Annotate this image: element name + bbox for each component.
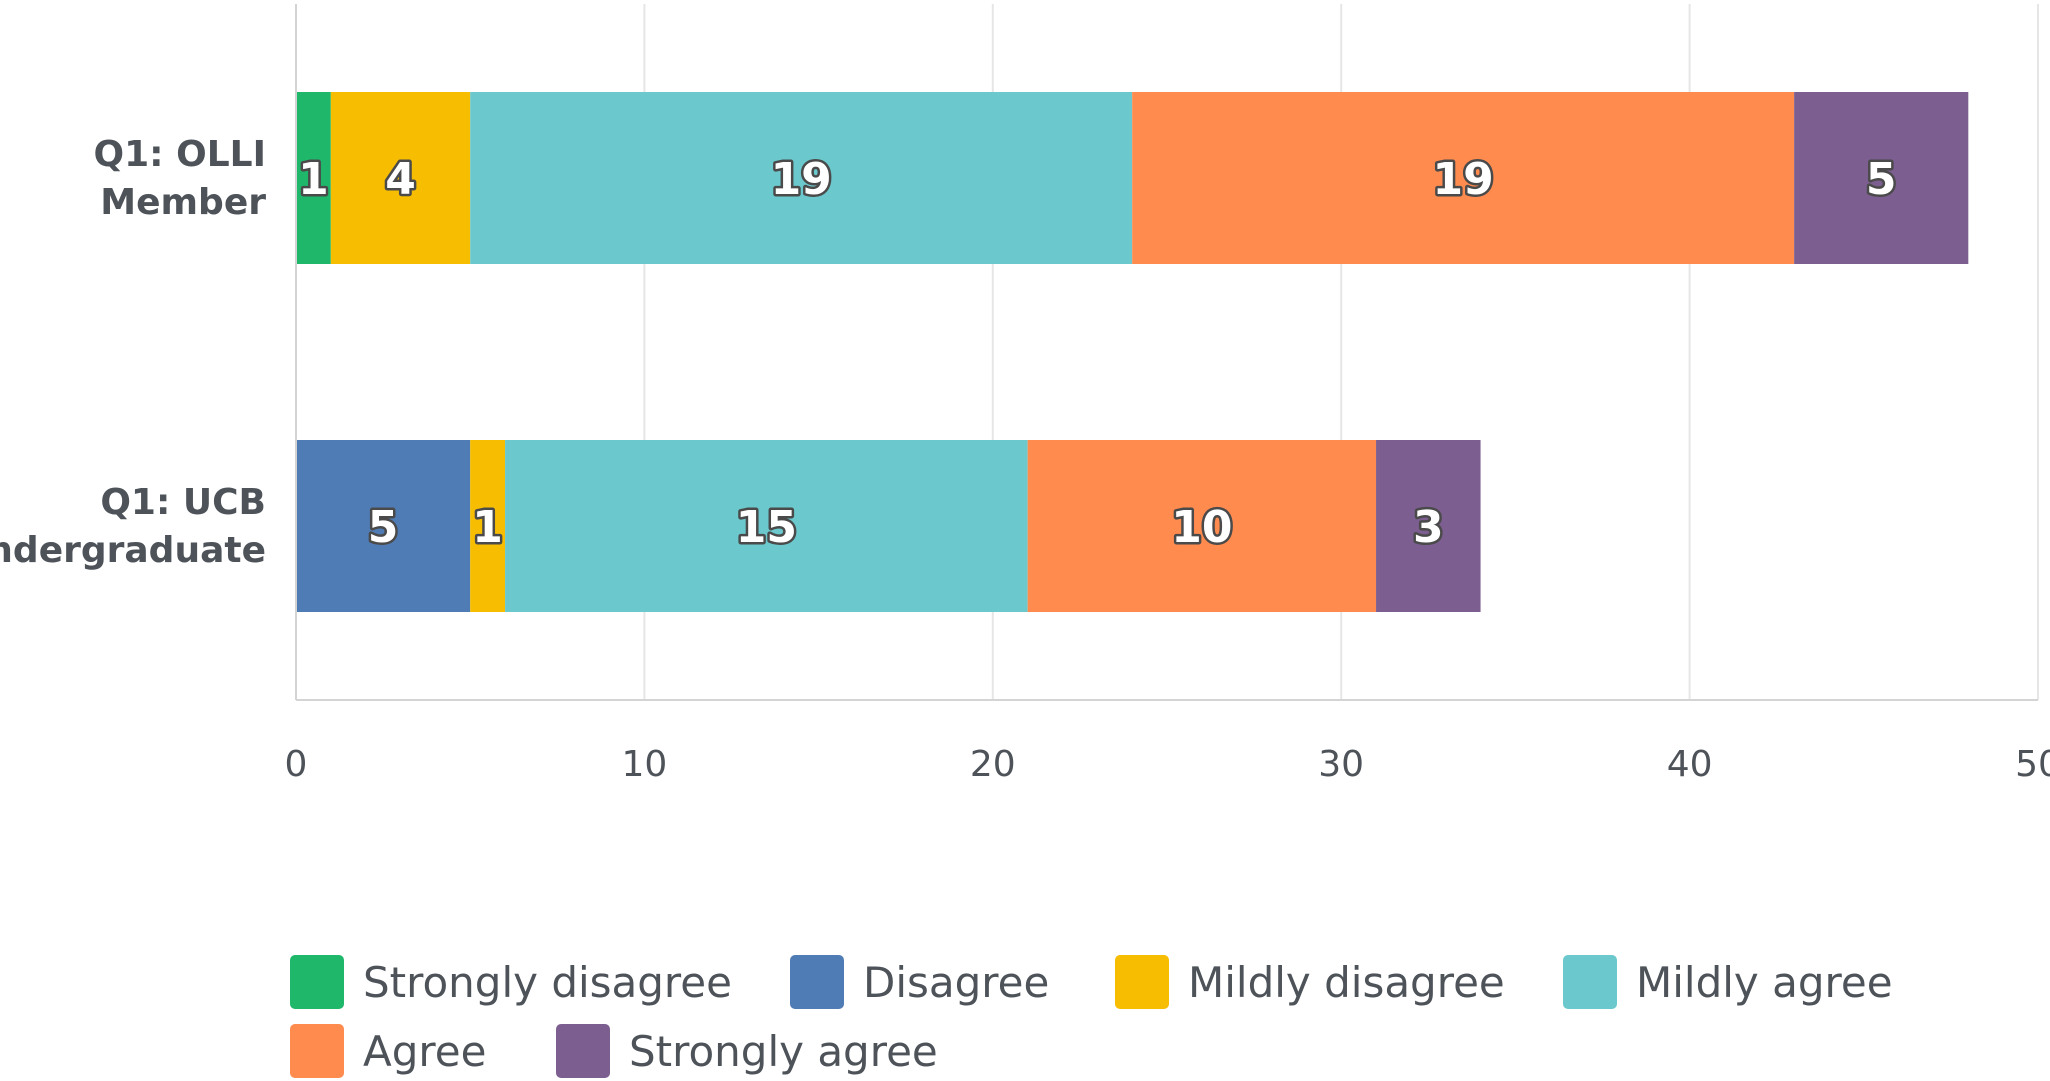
bar-segment: [470, 92, 1133, 264]
bars: 1 4 19 19 5 5 1 15 10 3: [296, 92, 1969, 612]
legend-swatch: [1115, 955, 1169, 1009]
bar-segment: [1794, 92, 1969, 264]
data-label: 1: [298, 154, 329, 205]
legend-swatch: [790, 955, 844, 1009]
legend-label: Strongly agree: [629, 1027, 938, 1076]
x-tick-label: 30: [1318, 744, 1364, 785]
x-tick-label: 10: [621, 744, 667, 785]
bar-segment: [296, 92, 331, 264]
data-label: 3: [1413, 502, 1444, 553]
data-label: 10: [1171, 502, 1232, 553]
legend-label: Disagree: [863, 958, 1049, 1007]
category-label: Undergraduate: [0, 530, 266, 571]
x-tick-label: 0: [285, 744, 308, 785]
data-label: 4: [385, 154, 416, 205]
category-label: Q1: UCB: [100, 482, 266, 523]
legend-swatch: [1563, 955, 1617, 1009]
legend-swatch: [290, 955, 344, 1009]
bar-segment: [330, 92, 471, 264]
data-label: 1: [472, 502, 503, 553]
bar-segment: [296, 440, 471, 612]
bar-segment: [470, 440, 506, 612]
legend-swatch: [290, 1024, 344, 1078]
data-label: 5: [368, 502, 399, 553]
data-label: 5: [1866, 154, 1897, 205]
axes: 0 10 20 30 40 50 Q1: OLLI Member Q1: UCB Undergra…: [0, 4, 2050, 785]
data-label: 19: [1433, 154, 1494, 205]
data-label: 15: [736, 502, 797, 553]
legend-label: Agree: [363, 1027, 486, 1076]
category-label: Member: [100, 182, 266, 223]
data-label: 19: [771, 154, 832, 205]
legend-label: Mildly agree: [1636, 958, 1893, 1007]
x-tick-label: 40: [1667, 744, 1713, 785]
legend-label: Strongly disagree: [363, 958, 732, 1007]
bar-segment: [505, 440, 1028, 612]
bar-segment: [1132, 92, 1795, 264]
bar-segment: [1027, 440, 1377, 612]
x-tick-label: 50: [2015, 744, 2050, 785]
legend-swatch: [556, 1024, 610, 1078]
x-tick-label: 20: [970, 744, 1016, 785]
legend: Strongly disagree Disagree Mildly disagree…: [290, 955, 1893, 1078]
bar-segment: [1376, 440, 1481, 612]
category-label: Q1: OLLI: [94, 134, 266, 175]
legend-label: Mildly disagree: [1188, 958, 1505, 1007]
